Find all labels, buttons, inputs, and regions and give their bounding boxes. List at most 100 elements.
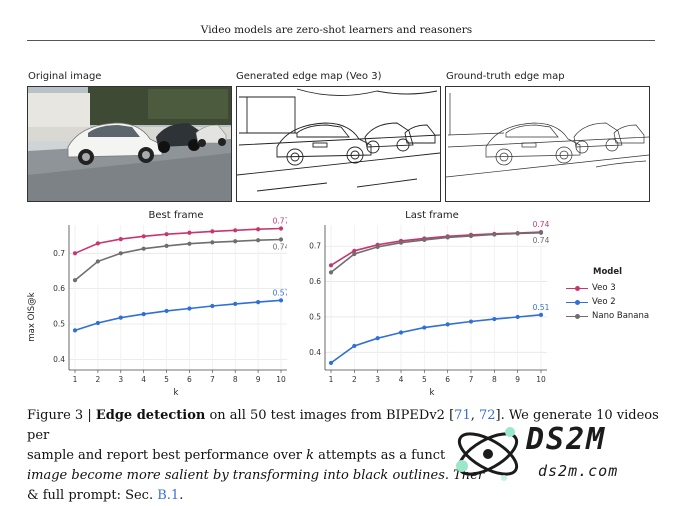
data-point-veo-2: [164, 308, 169, 314]
data-point-veo-2: [352, 343, 357, 349]
y-axis-label: max OIS@k: [27, 292, 37, 341]
data-point-nano-banana: [352, 251, 357, 257]
x-tick-label: 4: [141, 375, 146, 384]
data-point-veo-2: [375, 336, 380, 341]
y-tick-label: 0.4: [53, 355, 65, 364]
x-tick-label: 10: [276, 375, 286, 384]
watermark: DS2M ds2m.com: [440, 416, 673, 493]
caption-text: ]. We generate 10 videos per: [27, 408, 659, 443]
x-tick-label: 1: [329, 375, 334, 384]
caption-title: Edge detection: [95, 408, 206, 423]
data-point-nano-banana: [233, 239, 238, 244]
generated-edge-map: [236, 86, 441, 202]
caption-text: attempts as a funct: [314, 448, 446, 463]
legend-label: Veo 3: [592, 283, 616, 293]
data-point-nano-banana: [210, 240, 215, 245]
end-value-label-nano-banana: 0.74: [273, 243, 287, 252]
x-tick-label: 2: [352, 375, 357, 384]
data-point-nano-banana: [72, 278, 78, 283]
x-tick-label: 9: [256, 375, 261, 384]
data-point-veo-2: [233, 301, 238, 306]
data-point-veo-3: [278, 226, 284, 231]
x-tick-label: 6: [445, 375, 450, 384]
data-point-nano-banana: [375, 244, 380, 250]
x-axis-ticks: 1 2 3 4 5 6 7 8 9 10: [73, 370, 286, 384]
original-image-label: Original image: [28, 71, 102, 82]
end-value-label-veo-3: 0.77: [273, 217, 287, 226]
legend-item-nano-banana: Nano Banana: [566, 309, 649, 323]
series-line-nano-banana: [74, 238, 282, 281]
data-point-veo-2: [422, 325, 427, 330]
figure-caption: Figure 3 | Edge detection on all 50 test…: [27, 406, 659, 506]
x-tick-label: 5: [164, 375, 169, 384]
data-point-nano-banana: [328, 270, 334, 275]
data-point-veo-2: [118, 315, 123, 320]
data-point-veo-3: [256, 227, 261, 232]
x-tick-label: 6: [187, 375, 192, 384]
legend-item-veo3: Veo 3: [566, 281, 649, 295]
caption-line-2: sample and report best performance over …: [27, 446, 659, 466]
caption-line-3: image become more salient by transformin…: [27, 466, 659, 486]
original-image: [27, 86, 232, 202]
data-point-veo-3: [187, 230, 192, 235]
x-tick-label: 3: [375, 375, 380, 384]
data-point-nano-banana: [398, 240, 404, 245]
data-point-veo-2: [141, 312, 146, 317]
data-point-nano-banana: [422, 237, 427, 242]
header-rule: [27, 40, 655, 41]
x-axis-ticks: 1 2 3 4 5 6 7 8 9 10: [329, 370, 546, 384]
y-tick-label: 0.6: [53, 284, 65, 293]
caption-text: sample and report best performance over: [27, 448, 307, 463]
y-axis-ticks: 0.4 0.5 0.6 0.7: [309, 242, 321, 357]
citation-link[interactable]: 71: [454, 408, 471, 423]
caption-text: image become more salient by transformin…: [27, 468, 485, 483]
chart-title: Best frame: [149, 210, 204, 221]
generated-edge-map-label: Generated edge map (Veo 3): [236, 71, 382, 82]
chart-title: Last frame: [405, 210, 459, 221]
data-point-nano-banana: [492, 232, 497, 237]
data-point-nano-banana: [515, 231, 520, 236]
series-line-veo-2: [330, 314, 542, 364]
best-frame-chart: Best frame 0.4 0.5 0.6 0.7 1 2 3 4 5 6 7 8 9 10 k ma…: [27, 210, 287, 398]
last-frame-chart: Last frame 0.4 0.5 0.6 0.7 1 2 3 4 5 6 7 8 9 10 k 0.…: [309, 210, 549, 398]
plot-area: [325, 225, 547, 370]
x-tick-label: 8: [233, 375, 238, 384]
ground-truth-edge-map: [445, 86, 650, 202]
y-tick-label: 0.4: [309, 348, 321, 357]
y-tick-label: 0.6: [309, 277, 321, 286]
chart-legend: Model Veo 3 Veo 2 Nano Banana: [566, 267, 649, 323]
data-point-veo-2: [398, 330, 404, 335]
x-axis-label: k: [430, 388, 435, 398]
data-point-veo-3: [210, 229, 215, 234]
x-tick-label: 7: [210, 375, 215, 384]
x-tick-label: 7: [469, 375, 474, 384]
end-value-label-veo-2: 0.51: [533, 303, 549, 312]
caption-text: ,: [470, 408, 479, 423]
watermark-brand: DS2M: [526, 422, 607, 457]
data-point-veo-2: [210, 303, 215, 309]
data-point-veo-2: [95, 320, 100, 326]
ground-truth-edge-map-label: Ground-truth edge map: [446, 71, 565, 82]
data-point-nano-banana: [95, 259, 100, 264]
y-axis-ticks: 0.4 0.5 0.6 0.7: [53, 249, 65, 364]
end-value-label-nano-banana: 0.74: [533, 236, 549, 245]
watermark-url: ds2m.com: [538, 462, 619, 480]
section-link[interactable]: B.1: [157, 488, 180, 503]
caption-text: & full prompt: Sec.: [27, 488, 158, 503]
data-point-nano-banana: [256, 238, 261, 243]
y-tick-label: 0.7: [53, 249, 65, 258]
caption-line-1: Figure 3 | Edge detection on all 50 test…: [27, 406, 659, 446]
data-point-veo-2: [72, 328, 78, 333]
data-point-veo-2: [278, 298, 284, 303]
legend-item-veo2: Veo 2: [566, 295, 649, 309]
data-point-veo-2: [256, 299, 261, 305]
y-tick-label: 0.5: [53, 320, 65, 329]
caption-variable: k: [306, 448, 315, 463]
citation-link[interactable]: 72: [478, 408, 496, 423]
data-point-veo-3: [95, 241, 100, 246]
x-tick-label: 8: [492, 375, 497, 384]
data-point-nano-banana: [164, 243, 169, 248]
data-point-veo-2: [492, 316, 497, 322]
end-value-label-veo-3: 0.74: [533, 220, 549, 229]
chart-grid: [68, 225, 287, 371]
